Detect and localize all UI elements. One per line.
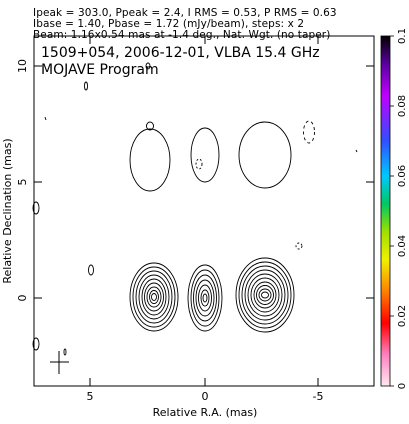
colorbar-ticks [390,35,394,387]
colorbar-tick-label: 0 [397,383,408,389]
lower-right-contour [253,281,277,309]
noise-contours [32,62,358,356]
lower-center-contour [198,284,212,312]
x-axis-label: Relative R.A. (mas) [153,406,258,419]
lower-center-contour [193,274,217,322]
lower-right-contour [250,277,280,313]
header-line-3: Beam: 1.16x0.54 mas at -1.4 deg., Nat. W… [33,29,331,41]
lower-center-contour [187,264,223,332]
colorbar-tick-label: 0.08 [397,95,408,117]
x-tick-label: 5 [87,390,94,403]
plot-title: 1509+054, 2006-12-01, VLBA 15.4 GHz [41,45,320,61]
axis-ticks [34,36,374,386]
lower-left-contour [129,262,179,332]
lower-right-contour [256,285,274,305]
lower-center-contour [202,293,208,303]
y-tick-label: 0 [16,295,29,302]
lower-center-contour [195,279,215,317]
header-line-2: Ibase = 1.40, Pbase = 1.72 (mJy/beam), s… [33,18,305,30]
lower-center-contour [200,289,210,307]
lower-left-contour [146,286,162,308]
lower-right-contour [235,257,295,333]
upper-center-contour [190,127,220,183]
lower-right-contour [238,261,292,329]
upper-right-contour [238,121,292,189]
y-tick-label: 10 [16,59,29,73]
lower-left-contour [144,282,164,312]
lower-left-contour [141,278,167,316]
lower-right-contour [247,273,283,317]
lower-left-contour [135,270,173,324]
lower-left-contour [149,290,159,304]
x-tick-label: -5 [313,390,324,403]
y-axis-label: Relative Declination (mas) [1,138,14,283]
upper-left-contour [129,128,171,192]
lower-right-contour [258,288,272,302]
lower-right-contour [241,265,289,325]
header-line-1: Ipeak = 303.0, Ppeak = 2.4, I RMS = 0.53… [33,7,337,19]
lower-left-contour [138,274,170,320]
plot-frame [33,35,375,387]
y-tick-label: 5 [16,179,29,186]
plot-subtitle: MOJAVE Program [41,62,159,78]
lower-right-contour [261,291,269,299]
lower-left-contour [151,293,157,301]
lower-center-contour [190,269,220,327]
colorbar-tick-label: 0.1 [397,28,408,44]
contour-lines [129,121,295,333]
colorbar [380,35,391,387]
colorbar-tick-label: 0.06 [397,165,408,187]
colorbar-tick-label: 0.04 [397,235,408,257]
x-tick-label: 0 [202,390,209,403]
colorbar-tick-label: 0.02 [397,305,408,327]
lower-left-contour [132,266,176,328]
beam-cross-icon [50,351,69,374]
lower-right-contour [244,269,286,321]
